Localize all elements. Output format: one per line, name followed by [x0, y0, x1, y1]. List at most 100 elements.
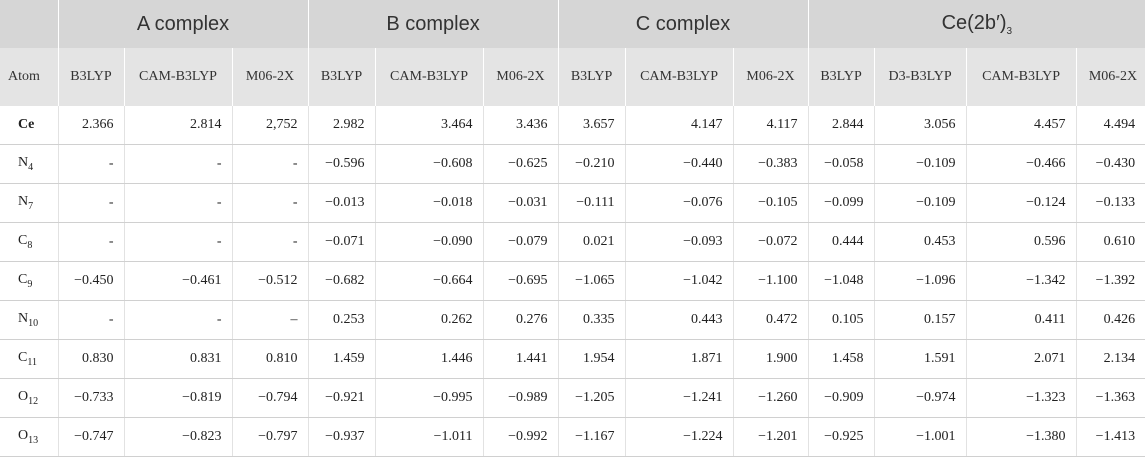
value-cell: −0.682: [308, 261, 376, 301]
value-cell: −0.608: [375, 144, 484, 184]
value-cell: −0.109: [874, 183, 967, 223]
value-cell: −1.065: [558, 261, 626, 301]
atom-index: 11: [27, 356, 37, 368]
table-row: C11 0.830 0.831 0.810 1.459 1.446 1.441 1.954 1.…: [0, 339, 1145, 379]
value-cell: −0.989: [483, 378, 559, 418]
value-cell: −0.072: [733, 222, 809, 262]
value-cell: −0.018: [375, 183, 484, 223]
value-cell: 4.494: [1076, 106, 1145, 145]
group-ce-base: Ce(2b: [941, 11, 997, 34]
value-cell: −0.210: [558, 144, 626, 184]
value-cell: −1.096: [874, 261, 967, 301]
value-cell: −0.823: [124, 417, 233, 457]
value-cell: -: [58, 222, 125, 262]
value-cell: -: [124, 300, 233, 340]
atom-index: 12: [28, 395, 39, 407]
value-cell: −0.819: [124, 378, 233, 418]
method-header: CAM-B3LYP: [625, 48, 734, 106]
value-cell: −0.058: [808, 144, 875, 184]
atom-index: 10: [28, 317, 39, 329]
group-header-row: A complex B complex C complex Ce(2b′)3: [0, 0, 1145, 48]
value-cell: −0.013: [308, 183, 376, 223]
value-cell: 0.443: [625, 300, 734, 340]
value-cell: 4.457: [966, 106, 1077, 145]
value-cell: –: [232, 300, 309, 340]
value-cell: 0.253: [308, 300, 376, 340]
value-cell: 2.982: [308, 106, 376, 145]
value-cell: 0.157: [874, 300, 967, 340]
value-cell: −0.383: [733, 144, 809, 184]
value-cell: −0.466: [966, 144, 1077, 184]
value-cell: 0.276: [483, 300, 559, 340]
value-cell: −1.363: [1076, 378, 1145, 418]
value-cell: −1.167: [558, 417, 626, 457]
group-ce-close: ): [999, 11, 1007, 34]
value-cell: 2.844: [808, 106, 875, 145]
value-cell: −1.413: [1076, 417, 1145, 457]
value-cell: −0.695: [483, 261, 559, 301]
value-cell: −0.099: [808, 183, 875, 223]
method-header: CAM-B3LYP: [966, 48, 1077, 106]
value-cell: 0.105: [808, 300, 875, 340]
value-cell: 0.596: [966, 222, 1077, 262]
method-header: B3LYP: [558, 48, 626, 106]
value-cell: 2,752: [232, 106, 309, 145]
value-cell: 0.411: [966, 300, 1077, 340]
group-b-complex: B complex: [308, 0, 559, 48]
value-cell: −0.430: [1076, 144, 1145, 184]
value-cell: −0.992: [483, 417, 559, 457]
group-c-complex: C complex: [558, 0, 809, 48]
value-cell: 0.810: [232, 339, 309, 379]
method-header: D3-B3LYP: [874, 48, 967, 106]
value-cell: 0.831: [124, 339, 233, 379]
value-cell: −1.380: [966, 417, 1077, 457]
atom-index: 8: [27, 239, 33, 251]
value-cell: −0.909: [808, 378, 875, 418]
method-header: M06-2X: [232, 48, 309, 106]
atom-index: 9: [27, 278, 33, 290]
atom-header: Atom: [0, 48, 59, 106]
atom-symbol: Ce: [18, 117, 35, 132]
value-cell: -: [232, 144, 309, 184]
value-cell: −0.596: [308, 144, 376, 184]
value-cell: −0.925: [808, 417, 875, 457]
atom-cell: O12: [0, 378, 59, 418]
value-cell: −0.797: [232, 417, 309, 457]
value-cell: −0.664: [375, 261, 484, 301]
value-cell: 2.814: [124, 106, 233, 145]
method-header: M06-2X: [733, 48, 809, 106]
value-cell: −0.512: [232, 261, 309, 301]
value-cell: 1.871: [625, 339, 734, 379]
atom-cell: O13: [0, 417, 59, 457]
value-cell: 1.458: [808, 339, 875, 379]
value-cell: 3.464: [375, 106, 484, 145]
value-cell: −0.133: [1076, 183, 1145, 223]
value-cell: −0.076: [625, 183, 734, 223]
group-ce-prime: ′: [996, 11, 1000, 34]
method-header: B3LYP: [308, 48, 376, 106]
value-cell: 0.335: [558, 300, 626, 340]
table-row: C9 −0.450 −0.461 −0.512 −0.682 −0.664 −0.695 −1…: [0, 261, 1145, 301]
atom-index: 7: [28, 200, 34, 212]
value-cell: −1.042: [625, 261, 734, 301]
value-cell: −0.079: [483, 222, 559, 262]
value-cell: -: [232, 183, 309, 223]
atom-cell: Ce: [0, 106, 59, 145]
value-cell: 1.459: [308, 339, 376, 379]
value-cell: −0.937: [308, 417, 376, 457]
table-row: O13 −0.747 −0.823 −0.797 −0.937 −1.011 −0.992−…: [0, 417, 1145, 457]
value-cell: 2.071: [966, 339, 1077, 379]
value-cell: 3.657: [558, 106, 626, 145]
value-cell: 0.444: [808, 222, 875, 262]
value-cell: −0.109: [874, 144, 967, 184]
method-header: CAM-B3LYP: [375, 48, 484, 106]
method-header: CAM-B3LYP: [124, 48, 233, 106]
value-cell: −0.747: [58, 417, 125, 457]
value-cell: −1.100: [733, 261, 809, 301]
corner-cell: [0, 0, 59, 48]
table-row: Ce 2.366 2.814 2,752 2.982 3.464 3.436 3.657 4.1…: [0, 106, 1145, 145]
value-cell: 1.900: [733, 339, 809, 379]
group-ce-sub: 3: [1006, 25, 1013, 37]
table-row: C8- - - −0.071 −0.090 −0.079 0.021 −0.093 −0.072…: [0, 222, 1145, 262]
